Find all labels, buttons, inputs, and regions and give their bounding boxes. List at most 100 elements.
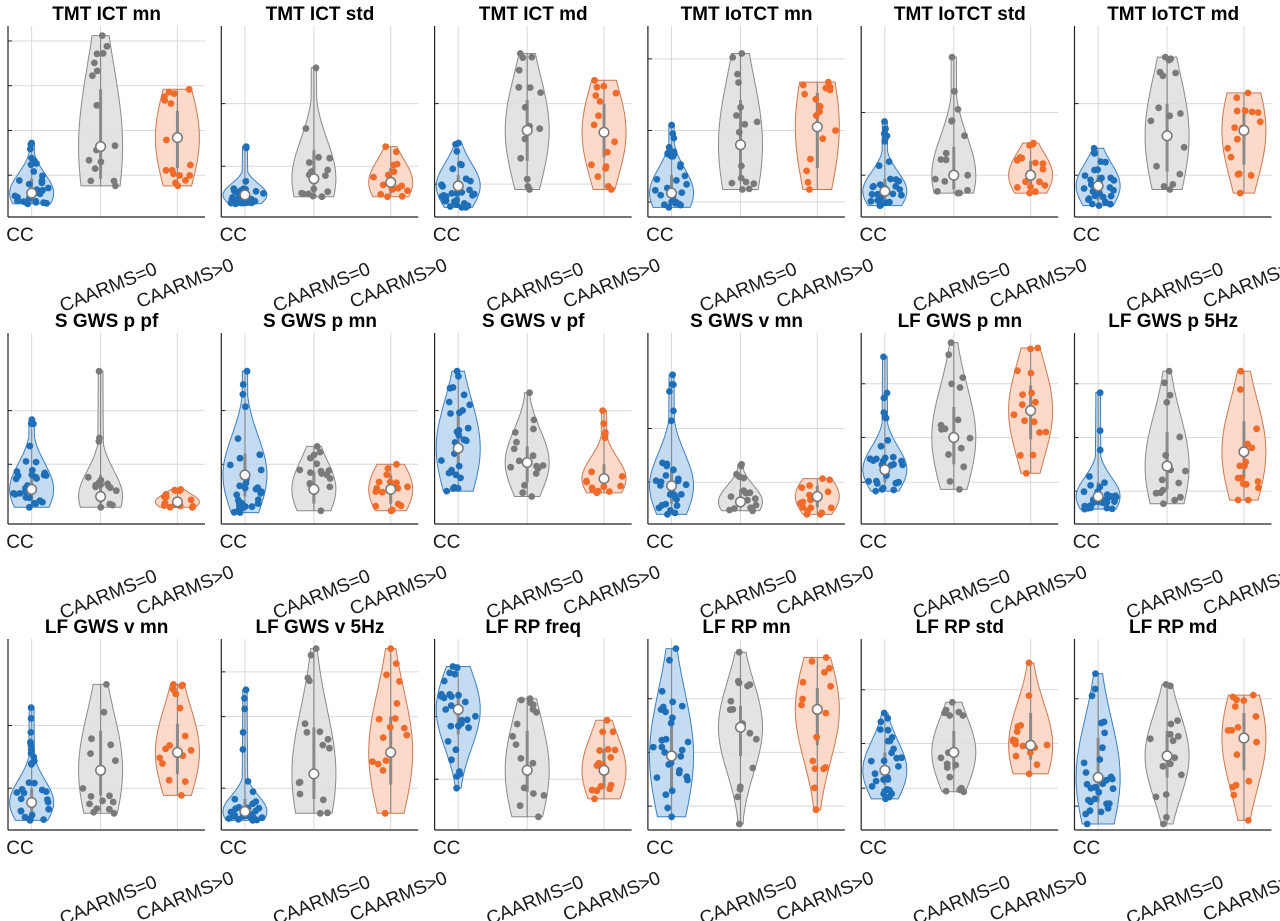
data-point: [453, 784, 460, 792]
data-point: [248, 503, 256, 511]
data-point: [880, 757, 888, 765]
data-point: [607, 781, 615, 789]
data-point: [324, 188, 332, 196]
data-point: [588, 468, 595, 476]
data-point: [1242, 458, 1250, 466]
data-point: [1152, 793, 1160, 801]
data-point: [1088, 200, 1096, 208]
data-point: [964, 186, 971, 194]
panel-title: TMT IoTCT std: [894, 4, 1026, 25]
data-point: [752, 501, 760, 509]
data-point: [230, 185, 238, 193]
data-point: [233, 491, 241, 499]
median-marker: [734, 139, 747, 151]
data-point: [234, 435, 242, 442]
data-point: [681, 172, 689, 180]
data-point: [1043, 741, 1051, 749]
median-marker: [1092, 771, 1104, 784]
data-point: [1171, 496, 1179, 504]
data-point: [735, 128, 743, 136]
data-point: [511, 429, 519, 436]
data-point: [617, 482, 624, 490]
data-point: [942, 787, 950, 795]
data-point: [1237, 367, 1245, 375]
data-point: [379, 767, 387, 774]
data-point: [956, 486, 963, 493]
violin-caarms-gt-0: [154, 486, 200, 511]
data-point: [1171, 754, 1179, 762]
data-point: [527, 699, 534, 707]
data-point: [736, 785, 744, 793]
data-point: [386, 478, 394, 486]
data-point: [384, 465, 392, 472]
median-marker: [1092, 180, 1104, 192]
data-point: [519, 54, 527, 61]
data-point: [798, 484, 806, 491]
data-point: [377, 191, 385, 198]
data-point: [946, 478, 954, 485]
data-point: [439, 182, 446, 190]
data-point: [664, 804, 672, 812]
data-point: [674, 475, 682, 483]
data-point: [733, 112, 740, 119]
data-point: [162, 490, 170, 498]
data-point: [1248, 444, 1256, 452]
data-point: [959, 374, 967, 381]
data-point: [523, 175, 531, 183]
data-point: [317, 507, 325, 515]
data-point: [726, 506, 733, 514]
category-label: CC: [433, 532, 460, 553]
data-point: [883, 389, 891, 397]
data-point: [89, 72, 96, 80]
data-point: [1229, 783, 1237, 791]
data-point: [1091, 149, 1098, 157]
data-point: [239, 729, 247, 736]
data-point: [507, 463, 515, 471]
data-point: [591, 76, 598, 84]
violin-caarms-0: [1144, 367, 1190, 508]
data-point: [1233, 94, 1241, 102]
panel-title: LF GWS p mn: [898, 311, 1023, 332]
data-point: [30, 499, 38, 507]
data-point: [746, 681, 754, 689]
data-point: [868, 190, 876, 198]
violin-caarms-gt-0: [1008, 659, 1054, 778]
data-point: [449, 165, 457, 173]
data-point: [746, 489, 754, 497]
category-label: CC: [6, 838, 33, 859]
violin-caarms-gt-0: [1008, 344, 1054, 477]
data-point: [448, 190, 456, 197]
data-point: [951, 88, 958, 95]
data-point: [683, 773, 691, 781]
data-point: [27, 746, 35, 753]
data-point: [520, 784, 528, 792]
data-point: [182, 177, 189, 184]
data-point: [753, 118, 761, 126]
data-point: [1159, 762, 1167, 770]
data-point: [806, 491, 813, 499]
data-point: [534, 465, 542, 472]
data-point: [668, 381, 676, 388]
data-point: [1039, 165, 1047, 173]
data-point: [1177, 110, 1184, 117]
data-point: [16, 490, 24, 497]
data-point: [812, 806, 820, 814]
data-point: [948, 698, 956, 706]
data-point: [1174, 732, 1182, 740]
data-point: [737, 103, 744, 111]
data-point: [25, 503, 33, 511]
data-point: [170, 170, 177, 178]
data-point: [881, 787, 889, 795]
data-point: [375, 715, 383, 723]
data-point: [239, 390, 247, 398]
data-point: [745, 185, 753, 193]
data-point: [526, 84, 534, 91]
data-point: [602, 429, 609, 436]
data-point: [1019, 391, 1026, 398]
data-point: [658, 743, 666, 751]
data-point: [1042, 428, 1050, 436]
data-point: [1021, 417, 1028, 425]
